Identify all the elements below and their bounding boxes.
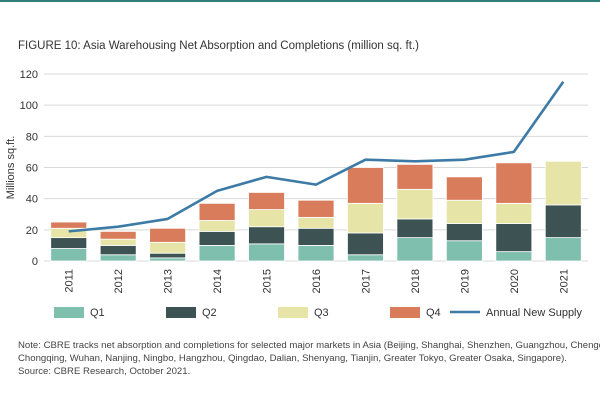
legend-label-q1: Q1 xyxy=(90,307,105,319)
x-tick-label: 2012 xyxy=(113,269,125,293)
bar-q3-2020 xyxy=(495,202,533,224)
bar-q3-2017 xyxy=(347,202,384,234)
bar-q1-2014 xyxy=(198,245,236,262)
bar-q4-2017 xyxy=(347,167,384,204)
bar-q4-2018 xyxy=(396,163,434,190)
legend-label-q2: Q2 xyxy=(202,307,217,319)
bar-q1-2020 xyxy=(495,251,533,262)
note-line-1: Note: CBRE tracks net absorption and com… xyxy=(18,340,600,351)
x-tick-label: 2016 xyxy=(311,269,323,293)
bar-q1-2015 xyxy=(248,243,285,262)
x-tick-label: 2020 xyxy=(509,269,521,293)
y-axis-ticks: 0 20 40 60 80 100 120 xyxy=(20,69,38,268)
legend-label-q4: Q4 xyxy=(426,307,441,319)
bar-q3-2021 xyxy=(544,160,582,206)
legend: Q1 Q2 Q3 Q4 Annual New Supply xyxy=(54,307,583,319)
y-tick-label: 100 xyxy=(20,100,38,112)
note: Note: CBRE tracks net absorption and com… xyxy=(18,339,600,378)
bar-q4-2020 xyxy=(495,162,533,204)
legend-swatch-q2 xyxy=(166,307,196,318)
bar-q3-2018 xyxy=(396,188,434,220)
bar-q1-2017 xyxy=(347,254,384,262)
bar-q1-2012 xyxy=(99,254,137,262)
bar-q4-2012 xyxy=(99,230,137,240)
y-axis-label: Millions sq.ft. xyxy=(5,136,17,200)
bar-q2-2012 xyxy=(99,245,137,256)
bar-q2-2015 xyxy=(248,226,285,245)
bar-q3-2013 xyxy=(149,241,187,254)
x-axis-ticks: 2011 2012 2013 2014 2015 2016 2017 2018 2019 2020… xyxy=(64,269,571,293)
bar-q2-2013 xyxy=(149,252,187,259)
bar-q2-2018 xyxy=(396,218,434,239)
legend-swatch-q4 xyxy=(390,307,420,318)
note-line-3: Source: CBRE Research, October 2021. xyxy=(18,366,191,377)
bar-q3-2014 xyxy=(198,220,236,232)
y-tick-label: 40 xyxy=(26,194,38,206)
bar-q2-2011 xyxy=(50,237,88,249)
bar-q3-2016 xyxy=(297,216,335,229)
note-line-2: Chongqing, Wuhan, Nanjing, Ningbo, Hangz… xyxy=(18,353,567,364)
bar-q4-2016 xyxy=(297,199,335,218)
y-tick-label: 0 xyxy=(32,256,38,268)
bar-q1-2016 xyxy=(297,245,335,262)
legend-swatch-q3 xyxy=(278,307,308,318)
bar-q2-2017 xyxy=(347,232,384,256)
y-tick-label: 80 xyxy=(26,131,38,143)
top-rule xyxy=(0,0,600,2)
chart-title: FIGURE 10: Asia Warehousing Net Absorpti… xyxy=(18,40,419,52)
bar-q4-2019 xyxy=(445,176,483,201)
legend-label-q3: Q3 xyxy=(314,307,329,319)
bar-q3-2019 xyxy=(445,199,483,225)
x-tick-label: 2011 xyxy=(64,269,76,293)
bar-q4-2014 xyxy=(198,202,236,221)
legend-swatch-q1 xyxy=(54,307,84,318)
bar-q4-2011 xyxy=(50,221,88,229)
bar-q3-2015 xyxy=(248,209,285,228)
y-tick-label: 60 xyxy=(26,163,38,175)
legend-label-annual-new-supply: Annual New Supply xyxy=(486,307,583,319)
annual-new-supply-line xyxy=(68,81,565,233)
x-tick-label: 2014 xyxy=(212,269,224,293)
x-tick-label: 2013 xyxy=(163,269,175,293)
bar-q2-2014 xyxy=(198,230,236,246)
bar-q2-2016 xyxy=(297,227,335,246)
chart: 0 20 40 60 80 100 120 2011 2012 2013 2014 2015 2016… xyxy=(5,69,588,319)
bar-q4-2013 xyxy=(149,227,187,243)
bar-q3-2012 xyxy=(99,238,137,246)
bar-q1-2011 xyxy=(50,248,88,262)
bar-q1-2013 xyxy=(149,257,187,262)
x-tick-label: 2019 xyxy=(459,269,471,293)
x-tick-label: 2018 xyxy=(410,269,422,293)
bar-q2-2021 xyxy=(544,204,582,239)
bar-q4-2015 xyxy=(248,192,285,210)
bar-q1-2019 xyxy=(445,240,483,262)
x-tick-label: 2017 xyxy=(360,269,372,293)
bar-q1-2018 xyxy=(396,237,434,262)
x-tick-label: 2015 xyxy=(262,269,274,293)
y-tick-label: 20 xyxy=(26,225,38,237)
bar-q2-2019 xyxy=(445,223,483,242)
bar-q2-2020 xyxy=(495,223,533,253)
bar-q1-2021 xyxy=(544,237,582,262)
y-tick-label: 120 xyxy=(20,69,38,81)
bars xyxy=(50,160,582,262)
x-tick-label: 2021 xyxy=(558,269,570,293)
